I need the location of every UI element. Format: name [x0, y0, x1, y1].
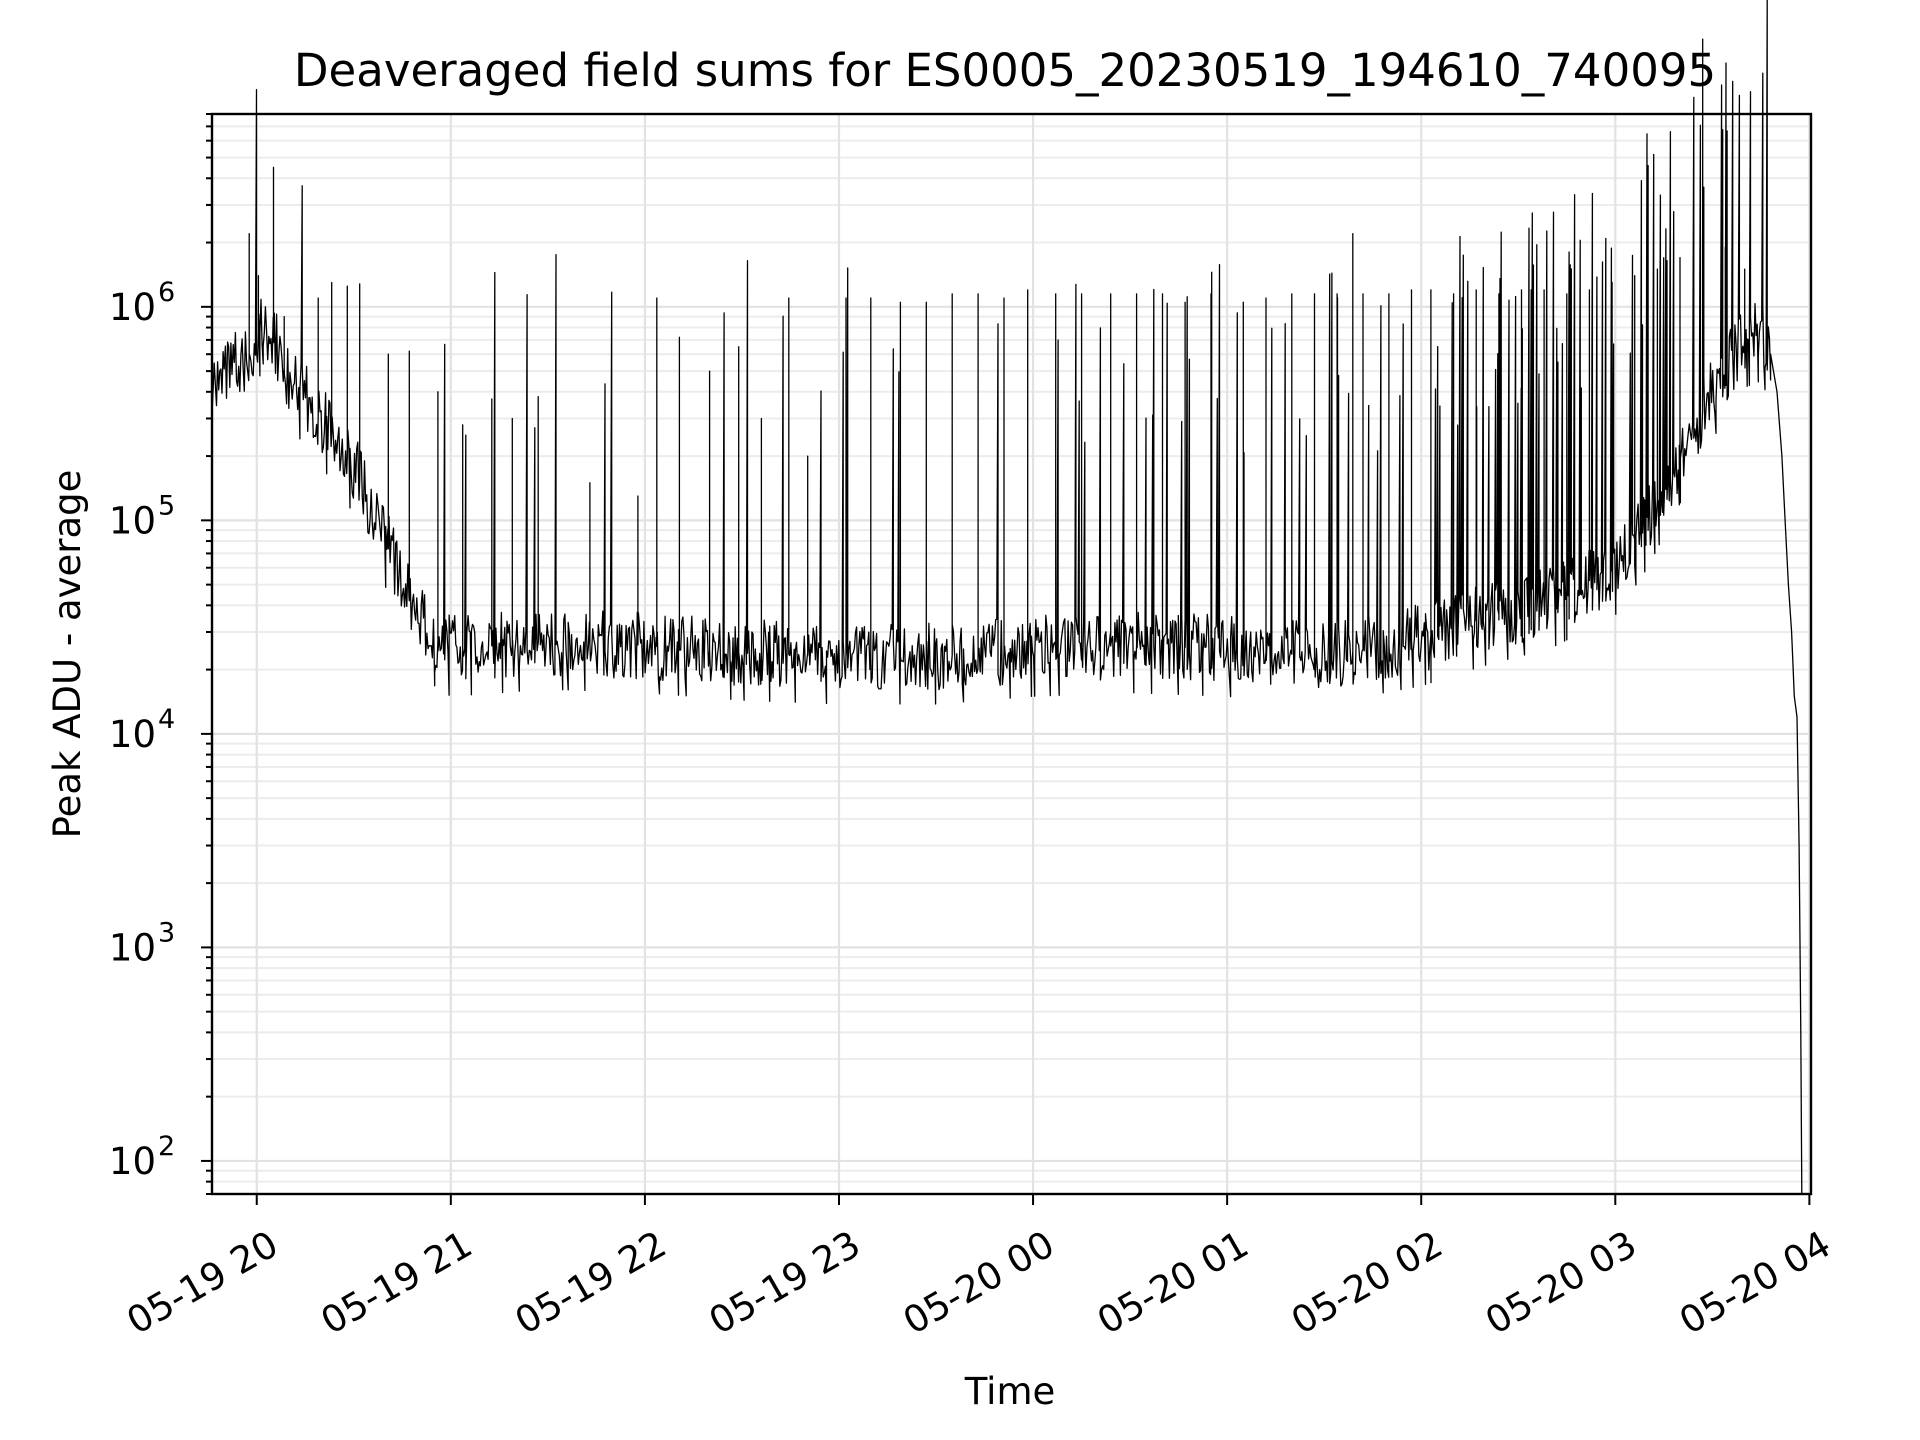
series-line: [211, 0, 1803, 1195]
plot-frame: [210, 112, 1813, 1196]
y-tick-label-exponent: 4: [158, 704, 175, 735]
y-tick-label-exponent: 2: [158, 1131, 175, 1162]
y-tick-label-exponent: 6: [158, 277, 175, 308]
x-axis-label: Time: [964, 1370, 1056, 1413]
chart-title: Deaveraged field sums for ES0005_2023051…: [294, 44, 1716, 97]
y-tick-label: 10: [109, 286, 156, 329]
y-tick-label: 10: [109, 926, 156, 969]
y-axis-label: Peak ADU - average: [46, 470, 89, 839]
y-tick-label: 10: [109, 1140, 156, 1183]
y-tick-label-exponent: 3: [158, 917, 175, 948]
series-layer: [211, 0, 1803, 1195]
y-tick-label-exponent: 5: [158, 490, 175, 521]
y-tick-label: 10: [109, 499, 156, 542]
y-tick-label: 10: [109, 713, 156, 756]
